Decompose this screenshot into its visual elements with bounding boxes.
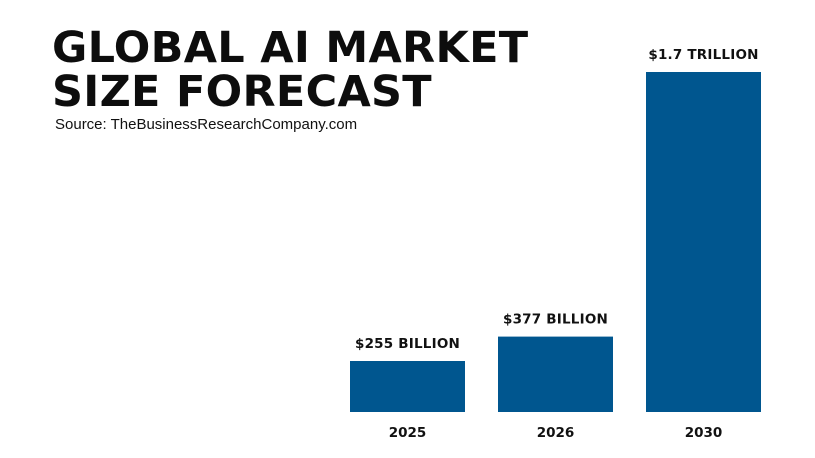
x-tick-2025: 2025 — [389, 425, 427, 441]
chart-title-line-1: GLOBAL AI MARKET — [52, 23, 529, 73]
bar-2030 — [646, 72, 761, 412]
data-label-2026: $377 BILLION — [503, 312, 608, 328]
x-tick-2026: 2026 — [537, 425, 575, 441]
x-tick-2030: 2030 — [685, 425, 723, 441]
data-label-2030: $1.7 TRILLION — [648, 47, 758, 63]
data-labels-group: $255 BILLION $377 BILLION $1.7 TRILLION — [355, 47, 758, 352]
bar-2026 — [498, 336, 613, 412]
bars-group — [350, 72, 761, 412]
data-label-2025: $255 BILLION — [355, 336, 460, 352]
chart-title: GLOBAL AI MARKET SIZE FORECAST — [52, 23, 529, 117]
chart-source: Source: TheBusinessResearchCompany.com — [55, 116, 358, 133]
x-axis-tick-labels: 2025 2026 2030 — [389, 425, 723, 441]
chart-title-line-2: SIZE FORECAST — [52, 67, 432, 117]
bar-2025 — [350, 361, 465, 412]
